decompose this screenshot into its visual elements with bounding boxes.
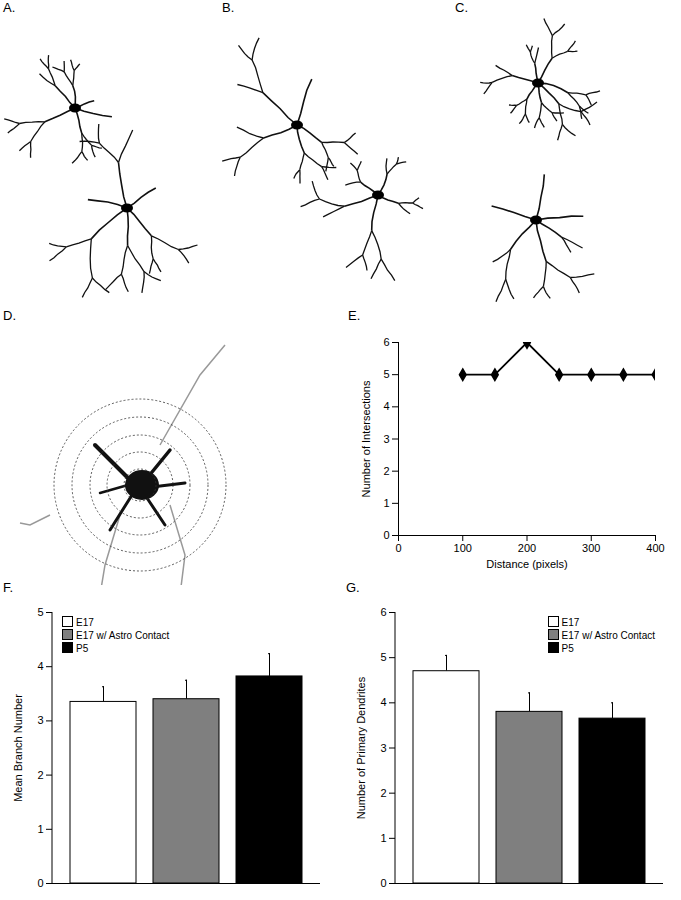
svg-text:Number of Intersections: Number of Intersections	[360, 380, 372, 497]
html-text:E17 w/ Astro Contact: E17 w/ Astro Contact	[76, 630, 170, 641]
svg-text:3: 3	[380, 742, 386, 754]
svg-text:0: 0	[383, 529, 389, 541]
svg-text:5: 5	[380, 651, 386, 663]
svg-text:1: 1	[37, 823, 43, 835]
html-text:P5: P5	[76, 643, 89, 654]
html-text:E17: E17	[76, 617, 94, 628]
html-text:A.: A.	[3, 0, 16, 15]
svg-text:5: 5	[37, 606, 43, 618]
svg-text:Distance (pixels): Distance (pixels)	[486, 558, 567, 570]
html-text:F.: F.	[3, 580, 14, 595]
svg-text:4: 4	[383, 400, 389, 412]
svg-text:300: 300	[582, 542, 600, 554]
html-text:P5: P5	[561, 643, 574, 654]
svg-text:6: 6	[380, 606, 386, 618]
svg-text:100: 100	[454, 542, 472, 554]
html-text:E17: E17	[561, 617, 580, 628]
svg-text:2: 2	[380, 787, 386, 799]
html-text:E17 w/ Astro Contact: E17 w/ Astro Contact	[561, 630, 655, 641]
html-text:D.: D.	[3, 308, 16, 323]
svg-text:3: 3	[383, 433, 389, 445]
svg-text:1: 1	[380, 832, 386, 844]
html-text:G.: G.	[346, 580, 360, 595]
svg-text:2: 2	[37, 769, 43, 781]
svg-text:4: 4	[37, 660, 43, 672]
svg-text:0: 0	[380, 877, 386, 889]
svg-text:0: 0	[395, 542, 401, 554]
svg-text:2: 2	[383, 465, 389, 477]
html-text:E.: E.	[348, 308, 361, 323]
svg-text:5: 5	[383, 368, 389, 380]
svg-text:3: 3	[37, 714, 43, 726]
html-text:C.: C.	[455, 0, 468, 15]
svg-text:4: 4	[380, 696, 386, 708]
svg-text:1: 1	[383, 497, 389, 509]
html-text:B.: B.	[222, 0, 235, 15]
svg-text:6: 6	[383, 336, 389, 348]
svg-text:0: 0	[37, 877, 43, 889]
svg-text:200: 200	[518, 542, 536, 554]
svg-text:Number of Primary Dendrites: Number of Primary Dendrites	[355, 676, 367, 819]
svg-text:Mean Branch Number: Mean Branch Number	[12, 694, 24, 802]
svg-text:400: 400	[646, 542, 664, 554]
